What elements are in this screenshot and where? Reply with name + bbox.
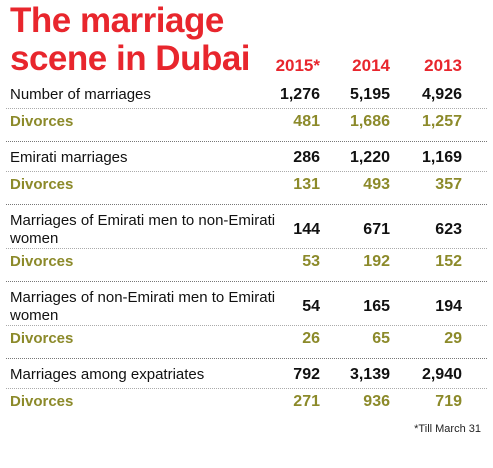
cell-value: 5,195 <box>349 86 390 103</box>
row-divider <box>6 281 487 282</box>
cell-value-divorces: 53 <box>302 253 320 270</box>
cell-value: 671 <box>363 221 390 238</box>
title-line-2: scene in Dubai <box>10 39 251 78</box>
cell-value-divorces: 26 <box>302 330 320 347</box>
cell-value-divorces: 131 <box>293 176 320 193</box>
cell-value: 165 <box>363 298 390 315</box>
cell-value: 2,940 <box>421 366 462 383</box>
column-header-2013: 2013 <box>424 56 462 75</box>
column-header-2014: 2014 <box>352 56 390 75</box>
cell-value: 286 <box>293 149 320 166</box>
cell-value-divorces: 152 <box>435 253 462 270</box>
cell-value-divorces: 271 <box>293 393 320 410</box>
column-header-2015: 2015* <box>275 56 320 75</box>
divorces-label: Divorces <box>10 393 74 410</box>
row-divider-inner <box>6 325 487 326</box>
title-line-1: The marriage <box>10 1 224 40</box>
cell-value: 144 <box>293 221 320 238</box>
row-divider-inner <box>6 248 487 249</box>
year-header: 2015* 2014 2013 <box>0 56 493 80</box>
cell-value: 1,276 <box>279 86 320 103</box>
row-divider <box>6 358 487 359</box>
cell-value-divorces: 1,257 <box>421 113 462 130</box>
divorces-label: Divorces <box>10 113 74 130</box>
row-divider <box>6 141 487 142</box>
cell-value-divorces: 936 <box>363 393 390 410</box>
divorces-label: Divorces <box>10 253 74 270</box>
cell-value: 54 <box>302 298 320 315</box>
cell-value-divorces: 29 <box>444 330 462 347</box>
row-divider-inner <box>6 108 487 109</box>
divorces-label: Divorces <box>10 176 74 193</box>
cell-value-divorces: 65 <box>372 330 390 347</box>
cell-value: 194 <box>435 298 462 315</box>
cell-value: 1,169 <box>421 149 462 166</box>
cell-value-divorces: 493 <box>363 176 390 193</box>
cell-value-divorces: 1,686 <box>349 113 390 130</box>
divorces-label: Divorces <box>10 330 74 347</box>
cell-value: 1,220 <box>349 149 390 166</box>
cell-value-divorces: 357 <box>435 176 462 193</box>
row-divider-inner <box>6 171 487 172</box>
cell-value-divorces: 481 <box>293 113 320 130</box>
row-label: Marriages of non-Emirati men to Emirati … <box>10 289 276 324</box>
row-divider <box>6 204 487 205</box>
row-label: Marriages among expatriates <box>10 366 205 383</box>
row-divider-inner <box>6 388 487 389</box>
cell-value: 4,926 <box>421 86 462 103</box>
cell-value: 623 <box>435 221 462 238</box>
cell-value: 792 <box>293 366 320 383</box>
row-label: Marriages of Emirati men to non-Emirati … <box>10 212 276 247</box>
row-label: Number of marriages <box>10 86 151 103</box>
cell-value-divorces: 192 <box>363 253 390 270</box>
cell-value: 3,139 <box>349 366 390 383</box>
page-title: The marriage scene in Dubai <box>10 1 251 78</box>
cell-value-divorces: 719 <box>435 393 462 410</box>
row-label: Emirati marriages <box>10 149 128 166</box>
footnote: *Till March 31 <box>414 423 481 435</box>
